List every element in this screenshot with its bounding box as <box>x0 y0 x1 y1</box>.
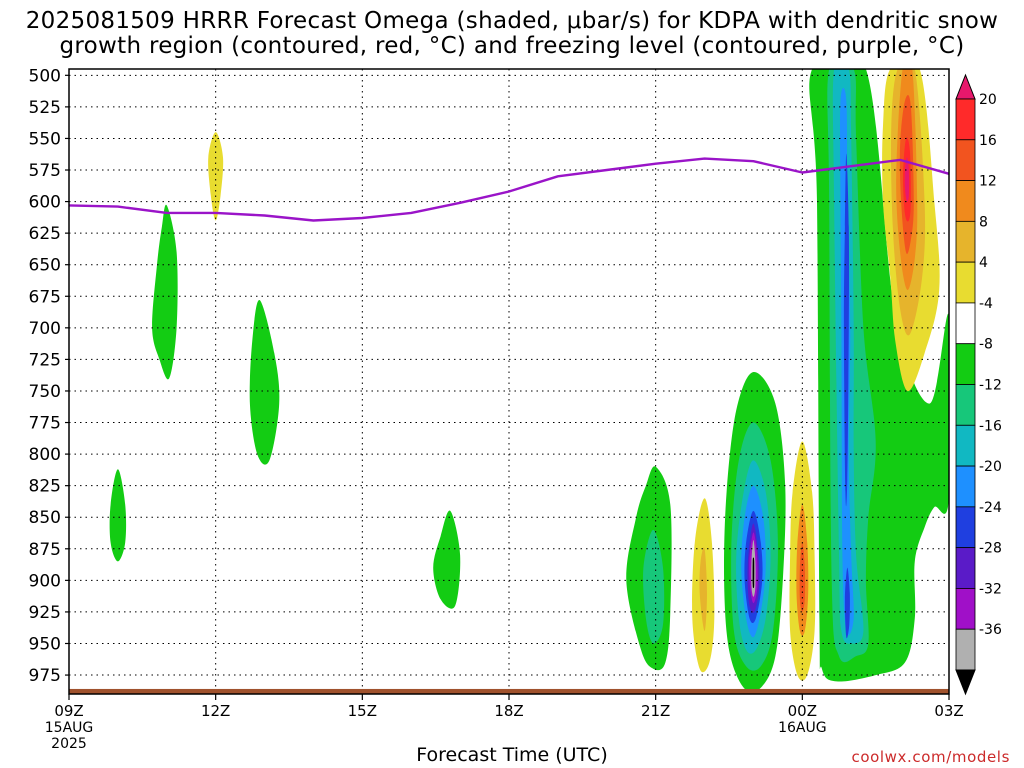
y-tick-label: 750 <box>29 382 61 402</box>
chart-title-line-2: growth region (contoured, red, °C) and f… <box>59 33 965 59</box>
colorbar-label: 12 <box>979 174 997 190</box>
x-axis-title: Forecast Time (UTC) <box>416 744 608 766</box>
y-tick-label: 675 <box>29 287 61 307</box>
y-tick-label: 900 <box>29 571 61 591</box>
omega-region <box>152 204 178 380</box>
freezing-level-line <box>69 157 949 222</box>
y-tick-label: 825 <box>29 477 61 497</box>
y-tick-label: 525 <box>29 98 61 118</box>
colorbar-swatch <box>955 424 976 467</box>
y-tick-label: 975 <box>29 666 61 686</box>
omega-region <box>843 153 850 507</box>
terrain-band <box>69 688 949 694</box>
colorbar-label: -16 <box>979 418 1002 434</box>
x-tick-label: 00Z <box>788 702 817 720</box>
colorbar-swatch <box>955 98 976 141</box>
omega-region <box>844 567 850 639</box>
colorbar-swatch <box>955 220 976 263</box>
omega-shading <box>109 69 949 693</box>
credit-link[interactable]: coolwx.com/models <box>851 748 1010 766</box>
colorbar-swatch <box>955 139 976 181</box>
omega-region <box>752 557 755 588</box>
colorbar-swatch <box>955 343 976 385</box>
omega-region <box>109 469 127 562</box>
colorbar-label: -24 <box>979 500 1002 516</box>
y-tick-label: 625 <box>29 224 61 244</box>
colorbar-swatch <box>955 261 976 304</box>
y-tick-label: 700 <box>29 319 61 339</box>
omega-region <box>208 132 224 221</box>
y-tick-label: 925 <box>29 603 61 623</box>
omega-region <box>643 529 665 644</box>
y-tick-label: 875 <box>29 540 61 560</box>
colorbar-swatch <box>955 465 976 508</box>
y-tick-label: 775 <box>29 414 61 434</box>
colorbar-swatch <box>955 628 976 671</box>
x-tick-label: 09Z <box>54 702 83 720</box>
freezing-level-contour <box>69 157 949 222</box>
colorbar-label: -4 <box>979 296 993 312</box>
colorbar-swatch <box>955 180 976 222</box>
grid-lines <box>69 69 949 694</box>
colorbar-label: 8 <box>979 214 988 230</box>
colorbar-label: -12 <box>979 378 1002 394</box>
x-tick-label: 12Z <box>201 702 230 720</box>
y-tick-label: 550 <box>29 129 61 149</box>
colorbar-swatch <box>955 588 976 630</box>
x-tick-sublabel: 2025 <box>51 736 87 752</box>
y-tick-label: 725 <box>29 350 61 370</box>
colorbar-bottom-arrow <box>955 669 976 696</box>
y-tick-label: 650 <box>29 256 61 276</box>
colorbar-swatch <box>955 302 976 345</box>
omega-region <box>904 157 910 202</box>
colorbar-label: -28 <box>979 541 1002 557</box>
x-tick-label: 03Z <box>934 702 963 720</box>
y-tick-label: 600 <box>29 193 61 213</box>
y-tick-label: 500 <box>29 66 61 86</box>
colorbar-swatch <box>955 547 976 589</box>
x-tick-label: 21Z <box>641 702 670 720</box>
x-tick-sublabel: 15AUG <box>45 720 94 736</box>
colorbar-top-arrow <box>955 73 976 100</box>
colorbar-label: -36 <box>979 622 1002 638</box>
y-tick-label: 950 <box>29 634 61 654</box>
omega-region <box>249 299 280 465</box>
omega-region <box>799 542 806 612</box>
x-tick-label: 18Z <box>494 702 523 720</box>
colorbar-label: -32 <box>979 581 1002 597</box>
terrain-fill <box>69 688 949 694</box>
colorbar-swatch <box>955 506 976 549</box>
chart-title-line-1: 2025081509 HRRR Forecast Omega (shaded, … <box>25 8 999 34</box>
y-tick-label: 850 <box>29 508 61 528</box>
y-tick-label: 800 <box>29 445 61 465</box>
omega-region <box>699 547 707 631</box>
colorbar-label: 4 <box>979 255 988 271</box>
colorbar-label: -8 <box>979 337 993 353</box>
omega-region <box>433 510 461 609</box>
x-tick-sublabel: 16AUG <box>778 720 827 736</box>
colorbar-label: -20 <box>979 459 1002 475</box>
y-tick-label: 575 <box>29 161 61 181</box>
y-axis: 500 525 550 575 600 625 650 675 700 725 750 775 800 8… <box>29 66 69 686</box>
colorbar-swatch <box>955 384 976 426</box>
colorbar: 20 16 12 8 4 -4 -8 -12 -16 -20 -24 -28 -32 -36 <box>955 73 1002 696</box>
x-tick-label: 15Z <box>348 702 377 720</box>
colorbar-label: 16 <box>979 133 997 149</box>
colorbar-label: 20 <box>979 92 997 108</box>
